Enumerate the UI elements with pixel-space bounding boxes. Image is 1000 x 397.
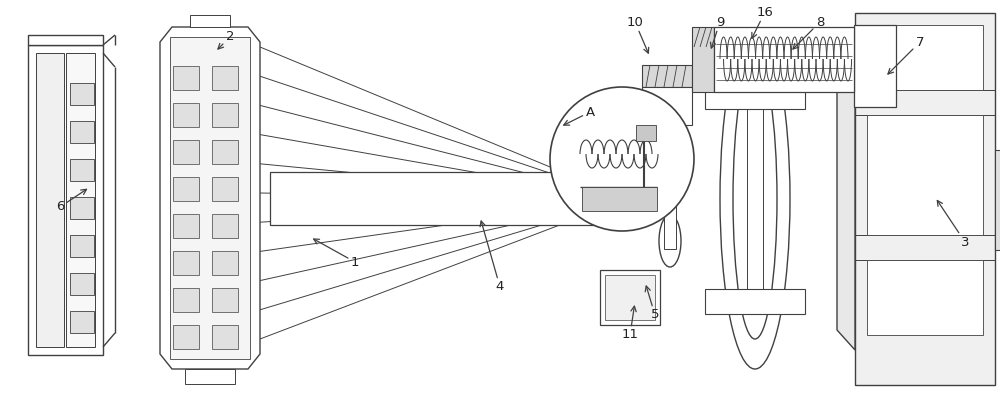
Bar: [173, 66, 199, 90]
Bar: [170, 37, 250, 359]
Bar: [173, 103, 199, 127]
Bar: [636, 125, 656, 141]
Bar: [36, 53, 64, 347]
Bar: [212, 325, 238, 349]
Bar: [70, 235, 94, 257]
Bar: [185, 369, 235, 384]
Bar: [70, 159, 94, 181]
Bar: [867, 260, 983, 335]
Bar: [605, 203, 637, 219]
Text: A: A: [564, 106, 595, 125]
Bar: [190, 15, 230, 27]
Bar: [605, 163, 637, 179]
Text: 3: 3: [937, 200, 969, 249]
Bar: [173, 214, 199, 238]
Polygon shape: [160, 27, 260, 369]
Bar: [212, 251, 238, 275]
Text: 9: 9: [710, 15, 724, 48]
Ellipse shape: [733, 59, 777, 339]
Bar: [747, 84, 763, 314]
Bar: [173, 177, 199, 201]
Bar: [66, 53, 95, 347]
Bar: [70, 121, 94, 143]
Text: 10: 10: [627, 15, 649, 53]
Bar: [28, 45, 103, 355]
Bar: [70, 311, 94, 333]
Bar: [173, 325, 199, 349]
Bar: [867, 115, 983, 235]
Bar: [605, 183, 637, 199]
Bar: [600, 270, 660, 325]
Ellipse shape: [659, 215, 681, 267]
Bar: [705, 289, 805, 314]
Bar: [582, 187, 657, 211]
Bar: [70, 273, 94, 295]
Bar: [70, 197, 94, 219]
Text: 6: 6: [56, 189, 87, 214]
Text: 7: 7: [888, 35, 924, 74]
Bar: [714, 27, 854, 92]
Bar: [270, 172, 605, 225]
Text: 11: 11: [622, 306, 639, 341]
Bar: [692, 27, 714, 92]
Bar: [664, 149, 676, 249]
Bar: [70, 83, 94, 105]
Bar: [995, 150, 1000, 250]
Bar: [605, 275, 655, 320]
Bar: [642, 65, 692, 87]
Bar: [212, 288, 238, 312]
Ellipse shape: [720, 29, 790, 369]
Bar: [212, 103, 238, 127]
Bar: [212, 140, 238, 164]
Text: 16: 16: [752, 6, 773, 38]
Ellipse shape: [659, 131, 681, 183]
Bar: [705, 84, 805, 109]
Bar: [173, 140, 199, 164]
Polygon shape: [837, 48, 855, 350]
Bar: [173, 251, 199, 275]
Text: 5: 5: [645, 286, 659, 322]
Text: 2: 2: [218, 31, 234, 49]
Text: 4: 4: [480, 221, 504, 293]
Bar: [28, 35, 103, 45]
Bar: [212, 66, 238, 90]
Bar: [173, 288, 199, 312]
Bar: [212, 177, 238, 201]
Bar: [642, 87, 692, 125]
Bar: [867, 25, 983, 90]
Text: 8: 8: [793, 15, 824, 49]
Bar: [212, 214, 238, 238]
Bar: [854, 25, 896, 107]
Bar: [855, 13, 995, 385]
Text: 1: 1: [314, 239, 359, 268]
Circle shape: [550, 87, 694, 231]
